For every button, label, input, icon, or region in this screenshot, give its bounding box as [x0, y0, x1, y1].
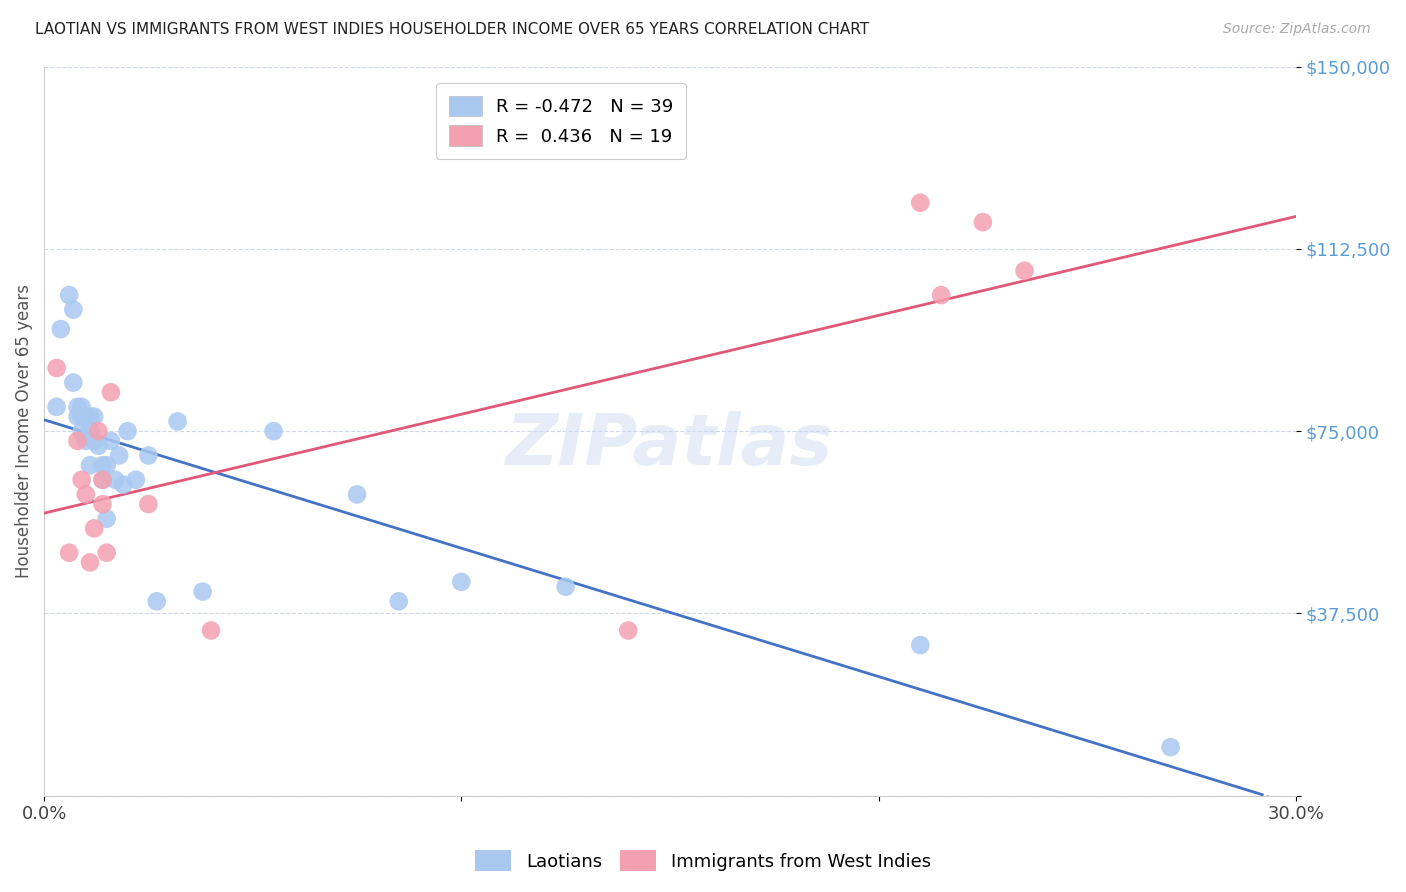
Point — [45, 400, 67, 414]
Point — [49, 322, 72, 336]
Point — [83, 521, 105, 535]
Point — [104, 473, 127, 487]
Point — [96, 511, 118, 525]
Point — [125, 473, 148, 487]
Point — [96, 546, 118, 560]
Point — [79, 458, 101, 473]
Point — [910, 195, 932, 210]
Point — [66, 400, 89, 414]
Point — [75, 409, 97, 424]
Point — [58, 546, 80, 560]
Point — [70, 424, 93, 438]
Point — [145, 594, 167, 608]
Point — [75, 487, 97, 501]
Point — [450, 574, 472, 589]
Point — [100, 385, 122, 400]
Point — [617, 624, 640, 638]
Text: LAOTIAN VS IMMIGRANTS FROM WEST INDIES HOUSEHOLDER INCOME OVER 65 YEARS CORRELAT: LAOTIAN VS IMMIGRANTS FROM WEST INDIES H… — [35, 22, 869, 37]
Point — [263, 424, 285, 438]
Point — [91, 458, 114, 473]
Point — [200, 624, 222, 638]
Point — [79, 409, 101, 424]
Point — [346, 487, 368, 501]
Y-axis label: Householder Income Over 65 years: Householder Income Over 65 years — [15, 285, 32, 578]
Point — [554, 580, 576, 594]
Point — [66, 434, 89, 448]
Point — [972, 215, 994, 229]
Point — [45, 361, 67, 376]
Point — [75, 434, 97, 448]
Point — [910, 638, 932, 652]
Text: ZIPatlas: ZIPatlas — [506, 411, 834, 480]
Point — [62, 302, 84, 317]
Legend: Laotians, Immigrants from West Indies: Laotians, Immigrants from West Indies — [468, 843, 938, 879]
Point — [1014, 264, 1036, 278]
Point — [191, 584, 214, 599]
Point — [96, 458, 118, 473]
Point — [117, 424, 139, 438]
Point — [91, 473, 114, 487]
Point — [70, 409, 93, 424]
Point — [138, 497, 160, 511]
Text: Source: ZipAtlas.com: Source: ZipAtlas.com — [1223, 22, 1371, 37]
Point — [62, 376, 84, 390]
Point — [83, 409, 105, 424]
Point — [87, 424, 110, 438]
Point — [70, 473, 93, 487]
Point — [91, 497, 114, 511]
Point — [66, 409, 89, 424]
Point — [138, 449, 160, 463]
Point — [79, 556, 101, 570]
Point — [83, 434, 105, 448]
Point — [166, 414, 188, 428]
Point — [112, 477, 135, 491]
Point — [87, 439, 110, 453]
Point — [79, 424, 101, 438]
Point — [929, 288, 952, 302]
Legend: R = -0.472   N = 39, R =  0.436   N = 19: R = -0.472 N = 39, R = 0.436 N = 19 — [436, 83, 686, 159]
Point — [91, 473, 114, 487]
Point — [100, 434, 122, 448]
Point — [388, 594, 411, 608]
Point — [1160, 740, 1182, 755]
Point — [108, 449, 131, 463]
Point — [58, 288, 80, 302]
Point — [70, 400, 93, 414]
